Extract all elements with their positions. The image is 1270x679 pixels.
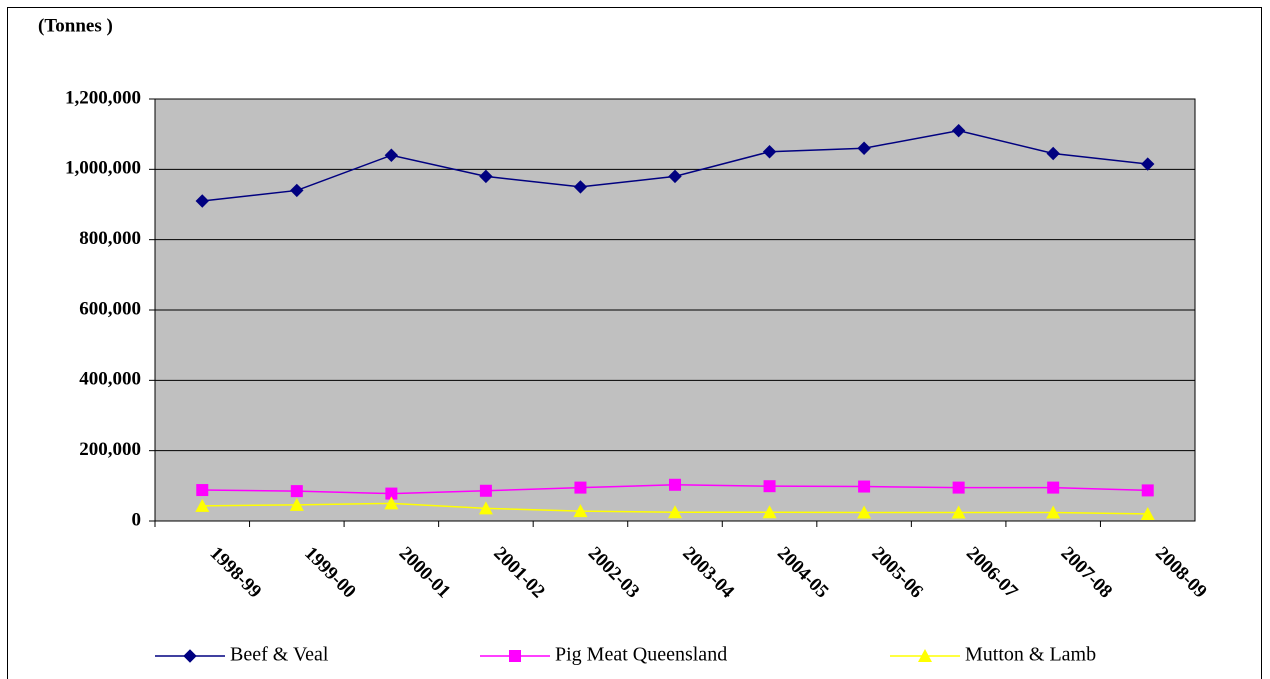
marker bbox=[384, 496, 399, 510]
y-tick-label: 1,200,000 bbox=[65, 87, 141, 108]
marker bbox=[385, 487, 398, 500]
marker bbox=[290, 485, 303, 498]
marker bbox=[479, 484, 492, 497]
marker bbox=[951, 123, 966, 138]
marker bbox=[669, 478, 681, 491]
marker bbox=[195, 194, 209, 208]
legend-marker bbox=[183, 649, 197, 663]
marker bbox=[196, 484, 209, 497]
marker bbox=[1141, 484, 1154, 497]
marker bbox=[857, 141, 871, 155]
marker bbox=[762, 505, 777, 519]
marker bbox=[668, 169, 682, 184]
marker bbox=[574, 481, 587, 494]
marker bbox=[290, 183, 304, 198]
y-tick-label: 0 bbox=[132, 509, 142, 530]
marker bbox=[1141, 157, 1155, 171]
marker bbox=[1047, 481, 1060, 494]
marker bbox=[1046, 505, 1061, 519]
marker bbox=[479, 169, 493, 184]
legend-label: Pig Meat Queensland bbox=[555, 644, 727, 666]
y-axis-label: (Tonnes ) bbox=[38, 15, 113, 36]
marker bbox=[573, 180, 588, 194]
marker bbox=[858, 480, 871, 493]
marker bbox=[195, 498, 210, 512]
y-tick-label: 1,000,000 bbox=[65, 158, 141, 179]
marker bbox=[952, 481, 965, 494]
marker bbox=[762, 145, 777, 159]
marker bbox=[573, 504, 588, 518]
marker bbox=[668, 505, 682, 519]
marker bbox=[384, 148, 399, 162]
y-tick-label: 800,000 bbox=[79, 228, 141, 249]
marker bbox=[1140, 506, 1155, 520]
marker bbox=[763, 480, 776, 493]
marker bbox=[289, 497, 304, 511]
legend-label: Mutton & Lamb bbox=[965, 644, 1096, 666]
legend-marker bbox=[918, 649, 932, 662]
marker bbox=[478, 501, 493, 515]
marker bbox=[1046, 146, 1060, 161]
marker bbox=[951, 505, 966, 519]
legend-marker bbox=[509, 650, 521, 662]
marker bbox=[857, 505, 872, 519]
y-tick-label: 400,000 bbox=[79, 369, 141, 390]
y-tick-label: 200,000 bbox=[79, 439, 141, 460]
y-tick-label: 600,000 bbox=[79, 298, 141, 319]
legend-label: Beef & Veal bbox=[230, 644, 329, 666]
